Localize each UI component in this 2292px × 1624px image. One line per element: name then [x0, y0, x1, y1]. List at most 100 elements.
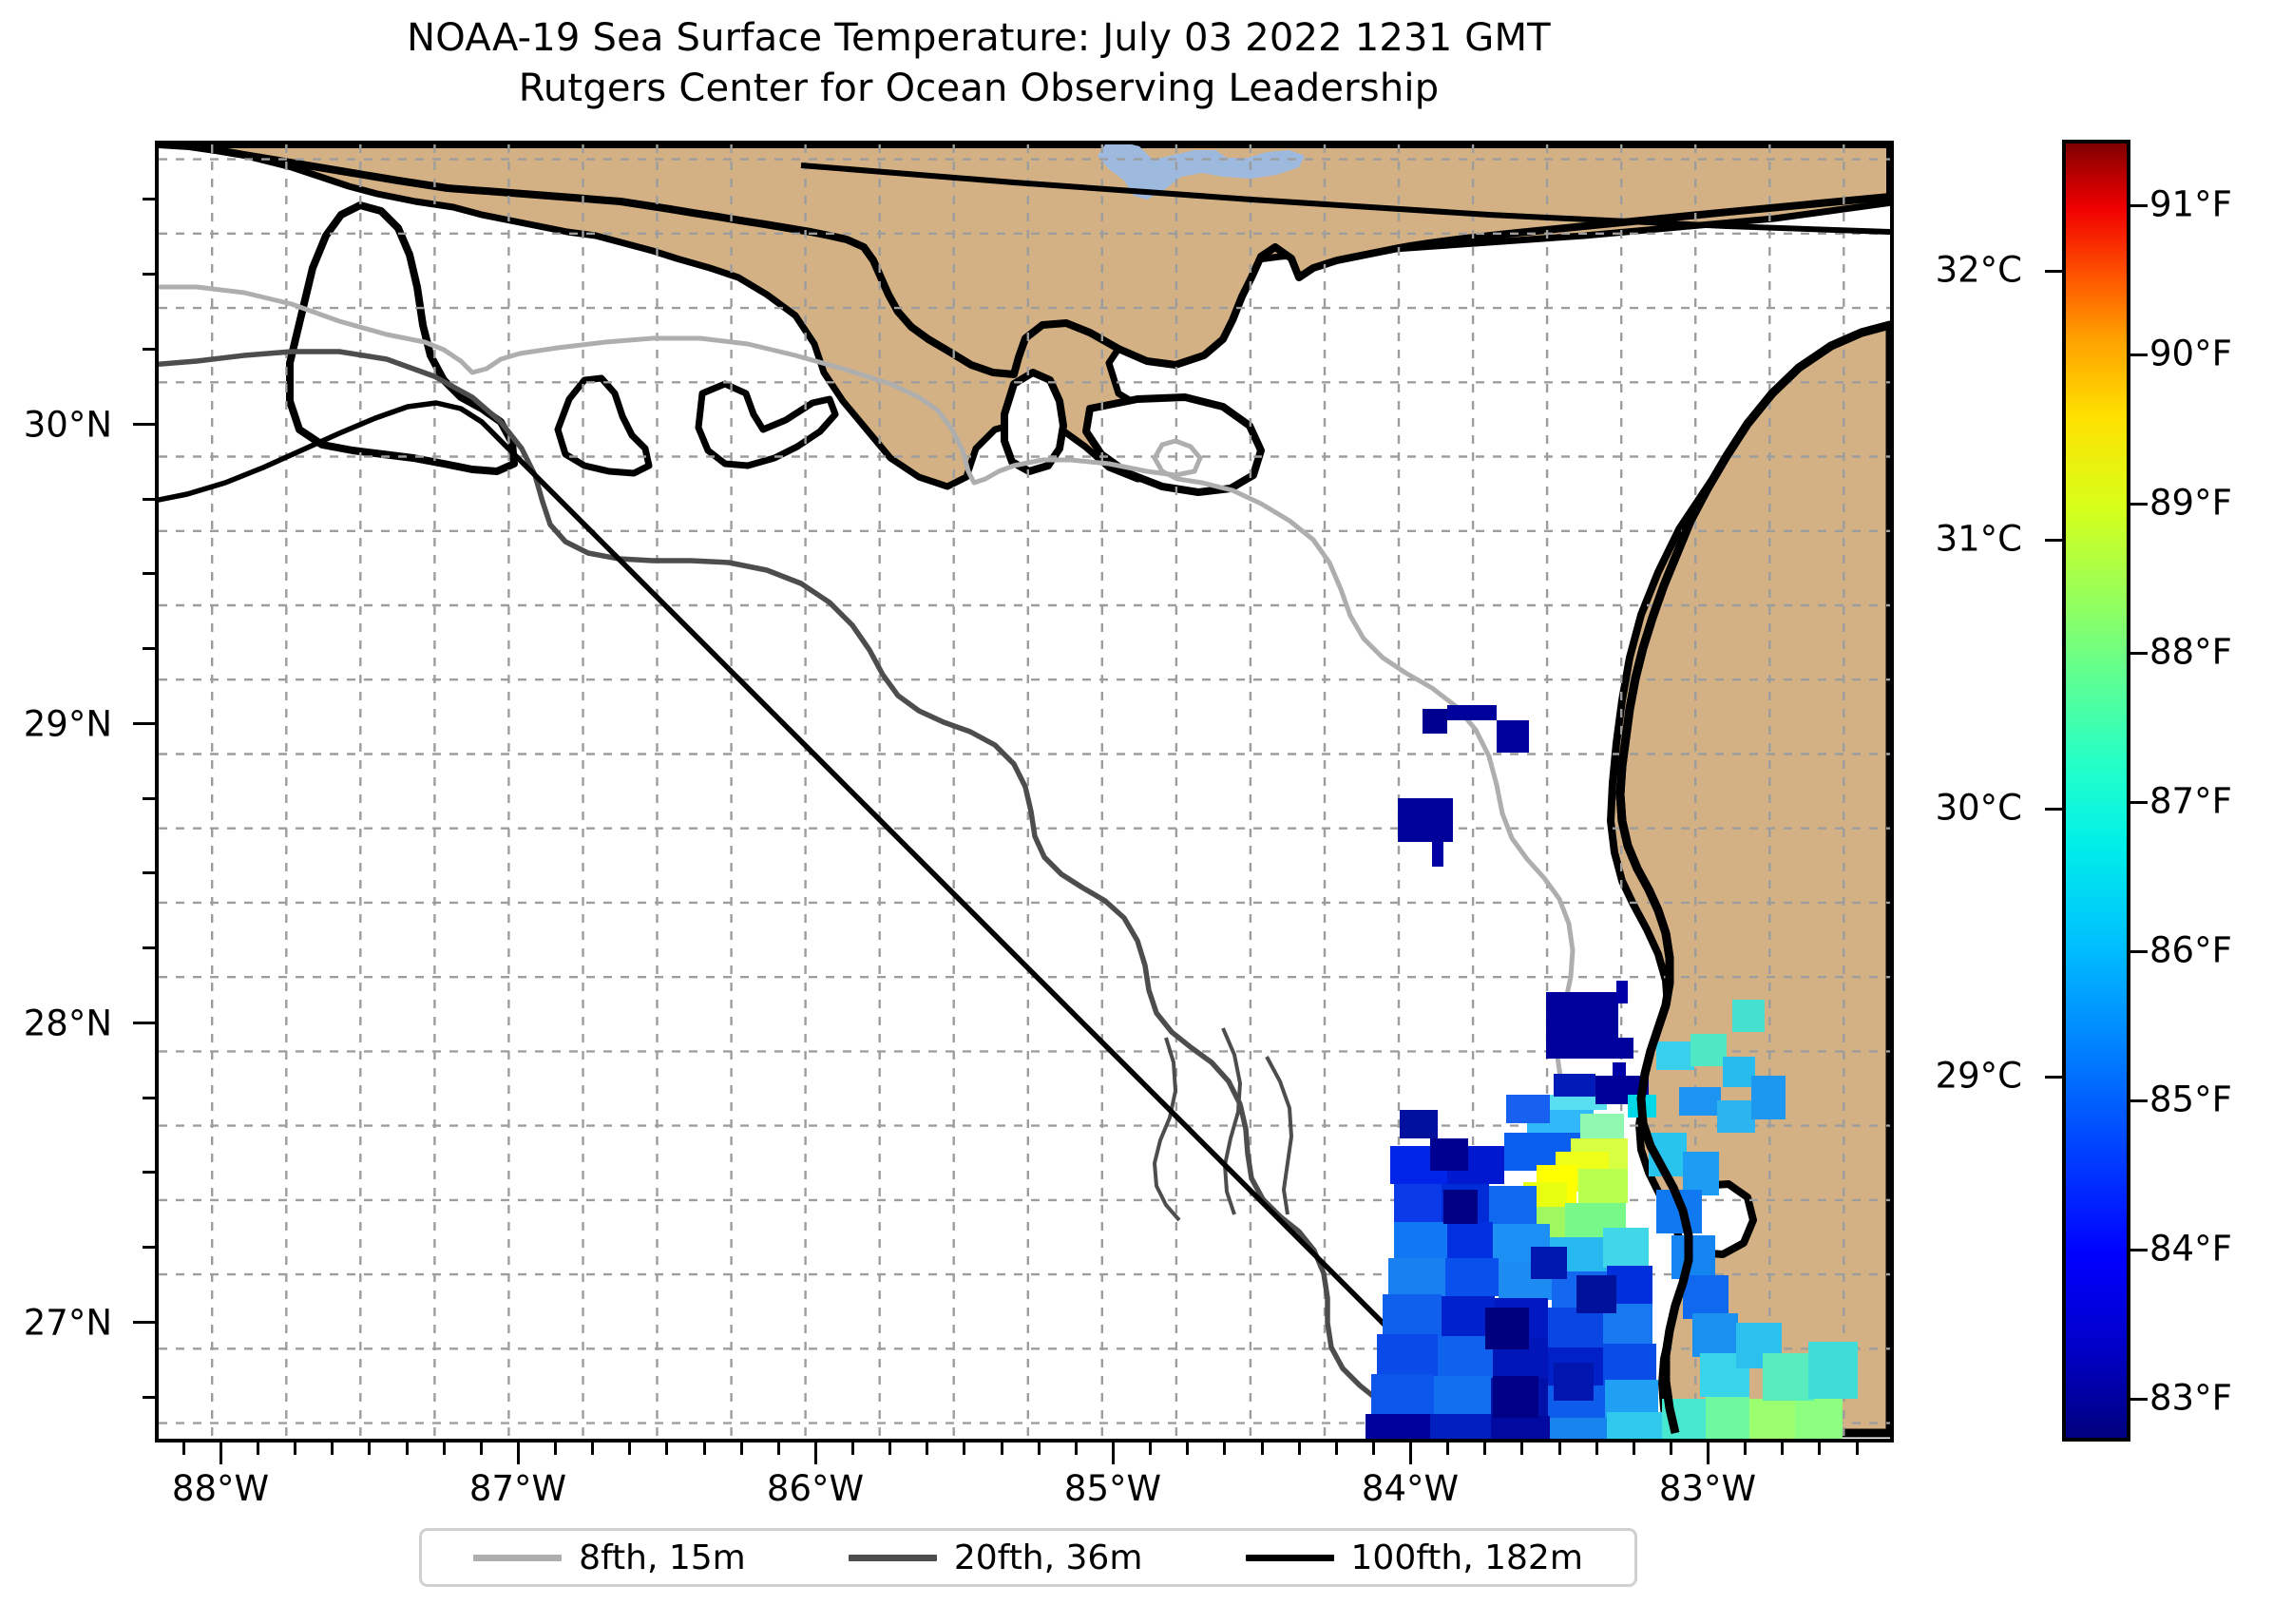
- colorbar-tick-31c: [2045, 539, 2062, 542]
- y-tick-minor: [143, 198, 155, 201]
- colorbar-label-85f: 85°F: [2149, 1079, 2232, 1120]
- y-tick-minor: [143, 572, 155, 575]
- x-tick-minor: [443, 1442, 446, 1455]
- colorbar[interactable]: [2045, 140, 2148, 1442]
- x-tick-minor: [1038, 1442, 1041, 1455]
- x-tick-minor: [777, 1442, 780, 1455]
- x-tick-minor: [591, 1442, 594, 1455]
- y-tick-minor: [143, 946, 155, 949]
- legend-item-20fth[interactable]: 20fth, 36m: [848, 1538, 1143, 1577]
- legend-swatch-8fth-line: [473, 1554, 563, 1561]
- x-tick-minor: [888, 1442, 891, 1455]
- x-tick-minor: [1670, 1442, 1672, 1455]
- x-tick-minor: [1372, 1442, 1375, 1455]
- y-tick-minor: [143, 273, 155, 276]
- colorbar-tick-90f: [2130, 353, 2148, 356]
- map-canvas: [159, 144, 1890, 1439]
- x-tick-major: [220, 1442, 222, 1464]
- colorbar-label-31c: 31°C: [1935, 518, 2022, 560]
- x-tick-minor: [1001, 1442, 1003, 1455]
- colorbar-tick-87f: [2130, 801, 2148, 804]
- y-axis-label-2: 28°N: [23, 1003, 112, 1044]
- colorbar-label-30c: 30°C: [1935, 787, 2022, 829]
- x-axis-label-5: 83°W: [1658, 1468, 1757, 1509]
- title-line-1: NOAA-19 Sea Surface Temperature: July 03…: [407, 16, 1551, 60]
- x-axis-label-3: 85°W: [1063, 1468, 1162, 1509]
- legend-item-100fth[interactable]: 100fth, 182m: [1245, 1538, 1583, 1577]
- x-tick-minor: [1446, 1442, 1449, 1455]
- x-tick-minor: [1186, 1442, 1189, 1455]
- x-tick-major: [814, 1442, 817, 1464]
- isobath-100fth-north: [800, 162, 1890, 235]
- sst-raster: [1366, 705, 1858, 1439]
- x-tick-minor: [480, 1442, 483, 1455]
- y-tick-minor: [143, 871, 155, 874]
- x-axis-label-1: 87°W: [468, 1468, 567, 1509]
- legend-label-20fth: 20fth, 36m: [953, 1538, 1143, 1577]
- x-tick-major: [517, 1442, 520, 1464]
- x-tick-minor: [1483, 1442, 1486, 1455]
- x-tick-minor: [406, 1442, 409, 1455]
- isobath-20fth-detail: [1152, 1027, 1294, 1222]
- x-tick-minor: [554, 1442, 557, 1455]
- colorbar-label-88f: 88°F: [2149, 631, 2232, 673]
- isobath-20fth: [159, 349, 1410, 1437]
- x-tick-minor: [1075, 1442, 1078, 1455]
- isobath-legend[interactable]: 8fth, 15m 20fth, 36m 100fth, 182m: [419, 1528, 1637, 1587]
- colorbar-label-84f: 84°F: [2149, 1228, 2232, 1270]
- colorbar-label-83f: 83°F: [2149, 1377, 2232, 1419]
- legend-item-8fth[interactable]: 8fth, 15m: [473, 1538, 746, 1577]
- y-tick-major: [133, 722, 155, 725]
- x-tick-minor: [1298, 1442, 1301, 1455]
- y-tick-minor: [143, 1171, 155, 1174]
- x-tick-minor: [1149, 1442, 1152, 1455]
- colorbar-label-86f: 86°F: [2149, 929, 2232, 971]
- x-tick-minor: [1558, 1442, 1561, 1455]
- map-graphics: [159, 144, 1890, 1439]
- colorbar-tick-84f: [2130, 1249, 2148, 1251]
- title-line-2: Rutgers Center for Ocean Observing Leade…: [518, 66, 1440, 110]
- x-tick-minor: [257, 1442, 259, 1455]
- x-tick-minor: [703, 1442, 706, 1455]
- colorbar-gradient: [2062, 140, 2130, 1442]
- x-tick-minor: [628, 1442, 631, 1455]
- x-tick-minor: [331, 1442, 334, 1455]
- colorbar-tick-32c: [2045, 270, 2062, 273]
- x-tick-minor: [1520, 1442, 1523, 1455]
- bay-choctawhatchee: [695, 380, 839, 469]
- y-tick-major: [133, 423, 155, 426]
- x-tick-major: [1409, 1442, 1412, 1464]
- bay-pensacola: [554, 374, 653, 477]
- x-tick-minor: [926, 1442, 928, 1455]
- y-axis-label-3: 27°N: [23, 1302, 112, 1344]
- y-tick-minor: [143, 1246, 155, 1249]
- x-tick-minor: [1781, 1442, 1784, 1455]
- x-tick-minor: [851, 1442, 854, 1455]
- legend-label-100fth: 100fth, 182m: [1350, 1538, 1583, 1577]
- lake-feature: [1098, 144, 1305, 200]
- colorbar-tick-30c: [2045, 808, 2062, 811]
- y-tick-major: [133, 1321, 155, 1324]
- x-tick-minor: [740, 1442, 743, 1455]
- y-tick-minor: [143, 1097, 155, 1099]
- colorbar-tick-89f: [2130, 503, 2148, 506]
- colorbar-label-89f: 89°F: [2149, 482, 2232, 524]
- legend-swatch-100fth-line: [1245, 1554, 1334, 1561]
- x-tick-minor: [1633, 1442, 1635, 1455]
- y-tick-major: [133, 1022, 155, 1024]
- colorbar-tick-86f: [2130, 950, 2148, 953]
- x-tick-minor: [1744, 1442, 1747, 1455]
- x-tick-minor: [1595, 1442, 1598, 1455]
- x-tick-major: [1112, 1442, 1115, 1464]
- map-axes[interactable]: [155, 141, 1894, 1442]
- colorbar-label-29c: 29°C: [1935, 1055, 2022, 1097]
- y-axis-label-1: 29°N: [23, 703, 112, 745]
- colorbar-tick-85f: [2130, 1099, 2148, 1102]
- x-tick-minor: [294, 1442, 296, 1455]
- x-tick-minor: [1856, 1442, 1859, 1455]
- coastline-overlay-peninsula: [1615, 320, 1890, 1435]
- x-axis-label-0: 88°W: [171, 1468, 270, 1509]
- x-tick-minor: [665, 1442, 668, 1455]
- figure-title: NOAA-19 Sea Surface Temperature: July 03…: [0, 13, 1958, 114]
- x-tick-minor: [1261, 1442, 1264, 1455]
